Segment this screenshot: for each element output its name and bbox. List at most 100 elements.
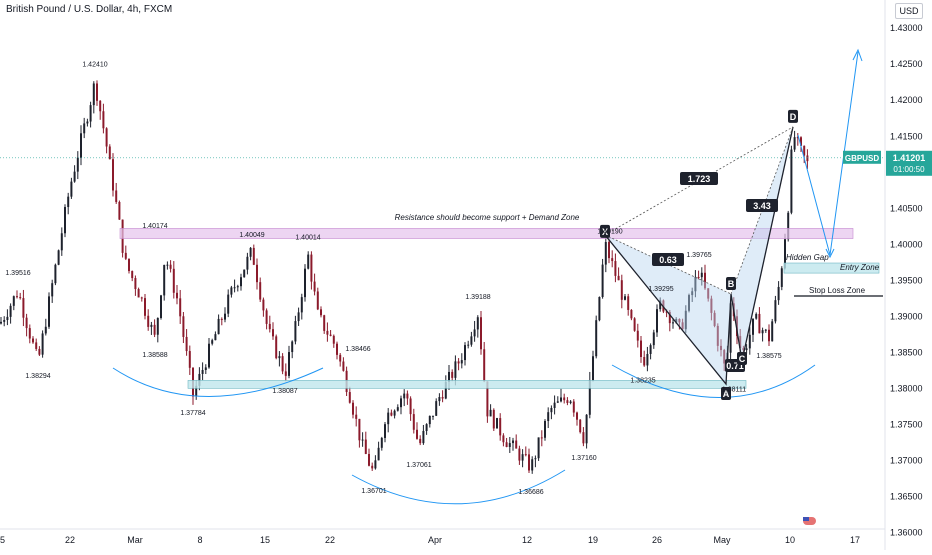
candle-body <box>691 291 694 296</box>
candle-body <box>774 300 777 322</box>
candle-body <box>384 424 386 438</box>
candle-body <box>553 402 556 408</box>
candle-body <box>214 334 217 341</box>
price-point-label: 1.38588 <box>142 352 167 359</box>
candle-body <box>710 298 713 313</box>
candle-body <box>176 292 178 299</box>
candle-body <box>307 254 310 269</box>
price-point-label: 1.37784 <box>180 410 205 417</box>
candle-body <box>73 171 76 182</box>
ratio-xd-label: 1.723 <box>688 174 711 184</box>
candle-body <box>806 155 809 162</box>
entry-zone-box <box>783 262 880 274</box>
candle-body <box>758 313 761 334</box>
price-point-label: 1.39516 <box>5 270 30 277</box>
candle-body <box>329 334 332 336</box>
candle-body <box>374 460 377 469</box>
candle-body <box>585 414 588 444</box>
candle-body <box>684 310 687 330</box>
candle-body <box>118 201 121 220</box>
candle-body <box>211 340 214 344</box>
candle-body <box>796 137 799 139</box>
candle-body <box>576 412 578 420</box>
candle-body <box>432 415 434 417</box>
bottom-arc <box>351 469 566 505</box>
candle-body <box>755 313 758 319</box>
candle-body <box>265 310 268 324</box>
price-tick-label: 1.42000 <box>890 95 923 105</box>
candle-body <box>736 316 738 337</box>
candle-body <box>483 349 486 382</box>
candle-body <box>25 317 28 329</box>
candle-body <box>169 264 172 269</box>
candle-body <box>633 318 636 331</box>
candle-body <box>611 258 614 262</box>
candle-body <box>400 398 402 408</box>
candle-body <box>275 336 278 359</box>
candle-body <box>742 348 745 351</box>
candle-body <box>460 360 463 364</box>
time-tick-label: 22 <box>65 535 75 545</box>
candle-body <box>89 105 92 122</box>
price-tick-label: 1.39000 <box>890 311 923 321</box>
resistance-annotation: Resistance should become support + Deman… <box>395 213 580 222</box>
candle-body <box>448 371 450 382</box>
candle-body <box>108 146 111 160</box>
candle-body <box>675 319 678 323</box>
candle-body <box>32 338 34 343</box>
candle-body <box>473 329 476 337</box>
candle-body <box>160 295 162 318</box>
candle-body <box>470 336 473 345</box>
price-point-label: 1.40190 <box>597 229 622 236</box>
currency-button[interactable]: USD <box>895 3 923 19</box>
candle-body <box>745 348 748 351</box>
candle-body <box>288 352 290 376</box>
candle-body <box>729 303 732 353</box>
time-tick-label: 8 <box>197 535 202 545</box>
candle-body <box>793 137 796 150</box>
candle-body <box>428 415 431 425</box>
candle-body <box>700 272 703 278</box>
price-tick-label: 1.37000 <box>890 455 923 465</box>
candle-body <box>454 361 457 378</box>
candle-body <box>665 311 668 313</box>
price-badge: 1.41201 <box>893 153 926 163</box>
candle-body <box>19 297 22 299</box>
candle-body <box>156 317 159 335</box>
time-tick-label: 12 <box>522 535 532 545</box>
candle-body <box>704 272 706 289</box>
candle-body <box>124 252 127 259</box>
time-tick-label: 22 <box>325 535 335 545</box>
symbol-badge: GBPUSD <box>845 154 879 163</box>
candle-body <box>140 297 143 299</box>
candle-body <box>208 343 210 368</box>
candle-body <box>240 277 242 287</box>
candle-body <box>780 268 783 287</box>
price-point-label: 1.40049 <box>239 232 264 239</box>
candle-body <box>323 315 326 331</box>
candle-body <box>99 100 102 112</box>
price-tick-label: 1.37500 <box>890 419 923 429</box>
candle-body <box>227 294 230 314</box>
candle-body <box>316 291 319 310</box>
candle-body <box>28 328 31 339</box>
point-x-label-bg <box>600 224 610 238</box>
candle-body <box>790 149 793 213</box>
point-b-label: B <box>728 279 735 289</box>
candle-body <box>614 261 617 276</box>
candle-body <box>390 412 393 416</box>
candle-body <box>643 357 646 366</box>
candle-body <box>649 345 652 354</box>
candle-body <box>560 397 562 402</box>
candle-body <box>272 329 274 337</box>
candle-body <box>496 418 498 429</box>
candle-body <box>659 300 662 310</box>
candle-body <box>352 402 354 415</box>
candle-body <box>355 414 358 419</box>
candle-body <box>9 305 12 317</box>
price-tick-label: 1.40500 <box>890 203 923 213</box>
candle-body <box>201 369 204 374</box>
price-point-label: 1.38111 <box>722 386 746 393</box>
